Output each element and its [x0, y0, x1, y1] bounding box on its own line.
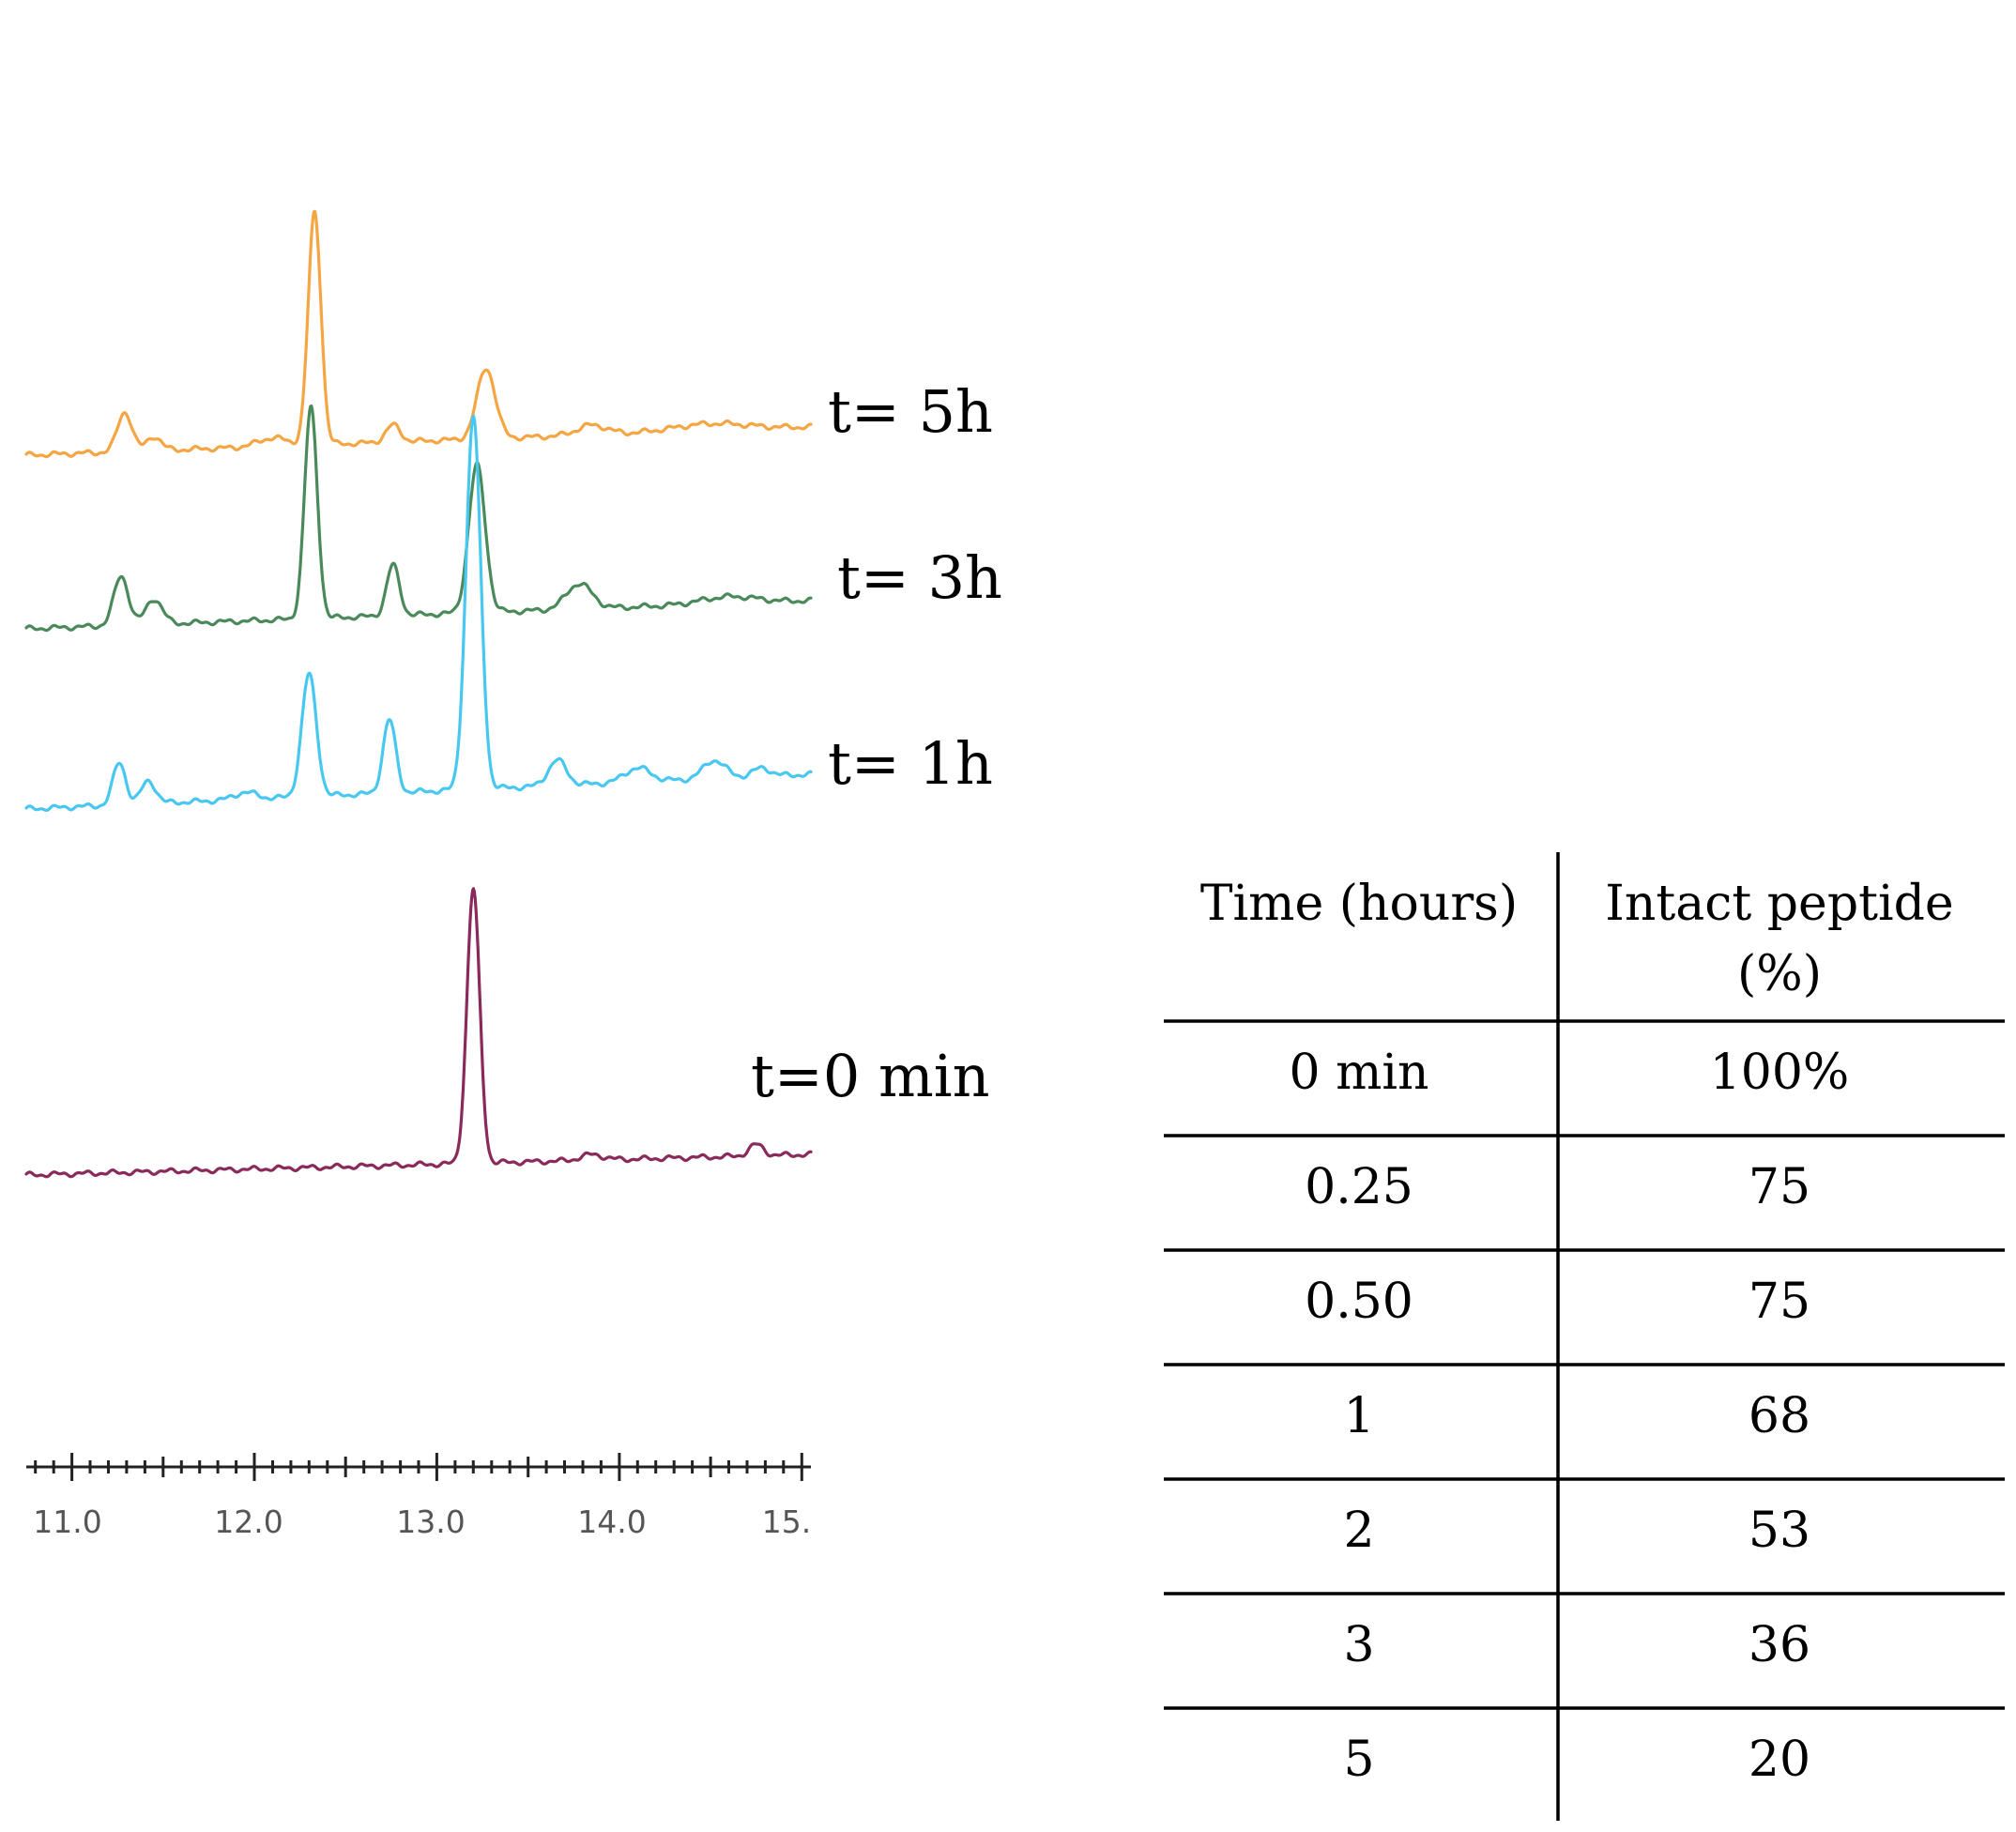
table-cell-time: 1: [1343, 1388, 1374, 1444]
stability-table: Time (hours) Intact peptide (%) 0 min 10…: [1164, 852, 2005, 1821]
x-tick-label: 12.0: [214, 1504, 283, 1540]
trace-label-5h: t= 5h: [828, 377, 993, 446]
x-tick-label: 13.0: [396, 1504, 465, 1540]
table-cell-intact: 68: [1749, 1388, 1810, 1444]
table-cell-intact: 36: [1749, 1617, 1810, 1673]
x-axis-ticks: [34, 1453, 803, 1481]
table-cell-intact: 75: [1749, 1274, 1810, 1330]
trace-t-3h: [24, 404, 813, 633]
table-cell-time: 2: [1343, 1503, 1374, 1559]
x-tick-label: 14.0: [577, 1504, 646, 1540]
x-axis: 11.0 12.0 13.0 14.0 15.: [26, 1453, 811, 1540]
table-cell-time: 0.25: [1305, 1159, 1413, 1215]
x-tick-label: 11.0: [33, 1504, 101, 1540]
table-header-intact-unit: (%): [1737, 946, 1822, 1002]
table-cell-intact: 20: [1749, 1732, 1810, 1788]
x-tick-label: 15.: [762, 1504, 811, 1540]
trace-t-0min: [24, 887, 813, 1179]
table-cell-intact: 75: [1749, 1159, 1810, 1215]
table-cell-time: 0 min: [1289, 1045, 1428, 1101]
table-header-intact: Intact peptide: [1605, 876, 1953, 932]
table-cell-time: 0.50: [1305, 1274, 1413, 1330]
trace-label-1h: t= 1h: [828, 729, 993, 798]
trace-label-0min: t=0 min: [751, 1042, 990, 1110]
table-cell-time: 3: [1343, 1617, 1374, 1673]
table-cell-intact: 100%: [1710, 1045, 1850, 1101]
table-cell-intact: 53: [1749, 1503, 1810, 1559]
trace-label-3h: t= 3h: [837, 543, 1002, 612]
trace-t-5h: [24, 209, 813, 459]
chromatogram-traces: [24, 209, 813, 1179]
table-header-time: Time (hours): [1200, 876, 1518, 932]
trace-t-1h: [24, 414, 813, 812]
table-cell-time: 5: [1343, 1732, 1374, 1788]
